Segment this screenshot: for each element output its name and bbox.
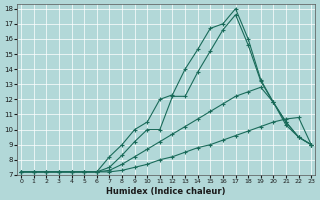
X-axis label: Humidex (Indice chaleur): Humidex (Indice chaleur) (107, 187, 226, 196)
